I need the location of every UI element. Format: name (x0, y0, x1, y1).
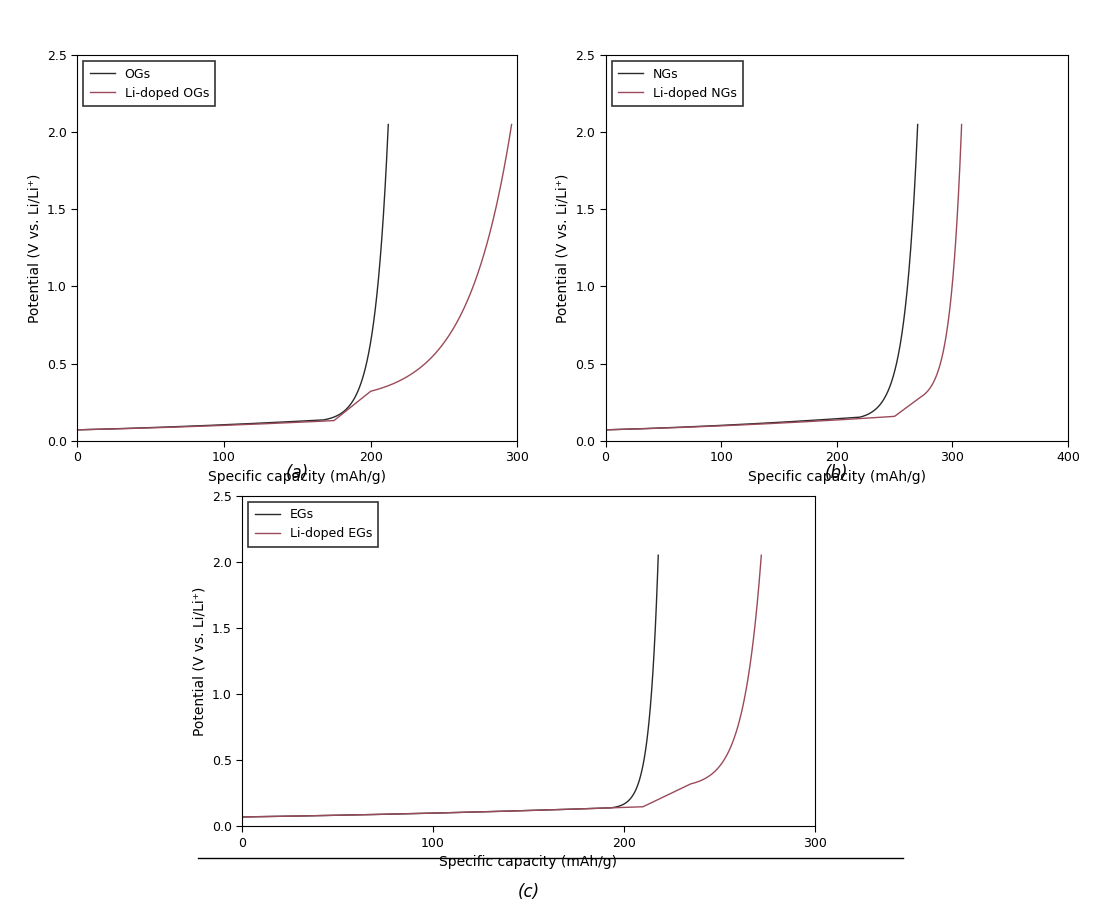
OGs (349, 390, 362, 401)
Text: (c): (c) (517, 883, 539, 901)
X-axis label: Specific capacity (mAh/g): Specific capacity (mAh/g) (208, 470, 386, 484)
EGs (422, 808, 435, 819)
Li-doped OGs (505, 119, 519, 130)
Li-doped EGs (647, 796, 661, 807)
NGs (750, 418, 763, 429)
Line: Li-doped OGs: Li-doped OGs (77, 125, 512, 430)
Line: OGs: OGs (77, 125, 389, 430)
Li-doped NGs (818, 415, 831, 426)
Li-doped EGs (619, 802, 632, 813)
X-axis label: Specific capacity (mAh/g): Specific capacity (mAh/g) (439, 856, 618, 869)
EGs (652, 550, 665, 561)
Line: Li-doped EGs: Li-doped EGs (242, 555, 761, 817)
Y-axis label: Potential (V vs. Li/Li⁺): Potential (V vs. Li/Li⁺) (556, 174, 569, 322)
Legend: NGs, Li-doped NGs: NGs, Li-doped NGs (612, 62, 743, 106)
X-axis label: Specific capacity (mAh/g): Specific capacity (mAh/g) (748, 470, 926, 484)
Li-doped OGs (390, 376, 403, 387)
OGs (109, 423, 122, 434)
Li-doped NGs (938, 340, 951, 351)
Li-doped EGs (705, 769, 718, 780)
Line: EGs: EGs (242, 555, 658, 817)
OGs (382, 119, 395, 130)
Li-doped OGs (427, 350, 440, 361)
NGs (771, 417, 784, 428)
Li-doped NGs (659, 422, 673, 433)
Li-doped OGs (500, 149, 513, 160)
Li-doped NGs (908, 396, 922, 407)
NGs (788, 416, 802, 427)
Legend: EGs, Li-doped EGs: EGs, Li-doped EGs (249, 502, 379, 547)
Li-doped EGs (236, 812, 249, 823)
Li-doped EGs (240, 812, 253, 823)
EGs (483, 806, 497, 817)
Text: (a): (a) (285, 464, 309, 482)
EGs (560, 804, 574, 815)
EGs (625, 791, 639, 802)
Li-doped OGs (131, 423, 144, 434)
OGs (79, 424, 92, 435)
Li-doped NGs (940, 325, 953, 336)
Li-doped OGs (70, 424, 84, 435)
Li-doped EGs (712, 761, 726, 772)
NGs (859, 410, 872, 421)
Li-doped OGs (187, 421, 200, 432)
NGs (904, 243, 917, 254)
OGs (324, 413, 337, 424)
Line: Li-doped NGs: Li-doped NGs (606, 125, 961, 430)
OGs (320, 414, 334, 425)
NGs (752, 418, 765, 429)
Li-doped NGs (707, 420, 720, 431)
EGs (236, 812, 249, 823)
Y-axis label: Potential (V vs. Li/Li⁺): Potential (V vs. Li/Li⁺) (193, 587, 206, 735)
OGs (70, 424, 84, 435)
Li-doped EGs (284, 811, 297, 822)
Li-doped NGs (955, 119, 968, 130)
Legend: OGs, Li-doped OGs: OGs, Li-doped OGs (84, 62, 215, 106)
NGs (912, 119, 925, 130)
Line: NGs: NGs (606, 125, 918, 430)
NGs (599, 424, 612, 435)
Li-doped OGs (339, 406, 352, 417)
Text: (b): (b) (825, 464, 849, 482)
Li-doped NGs (599, 424, 612, 435)
EGs (504, 805, 517, 816)
Li-doped EGs (754, 550, 767, 561)
Y-axis label: Potential (V vs. Li/Li⁺): Potential (V vs. Li/Li⁺) (28, 174, 41, 322)
EGs (373, 809, 386, 820)
OGs (157, 421, 171, 432)
